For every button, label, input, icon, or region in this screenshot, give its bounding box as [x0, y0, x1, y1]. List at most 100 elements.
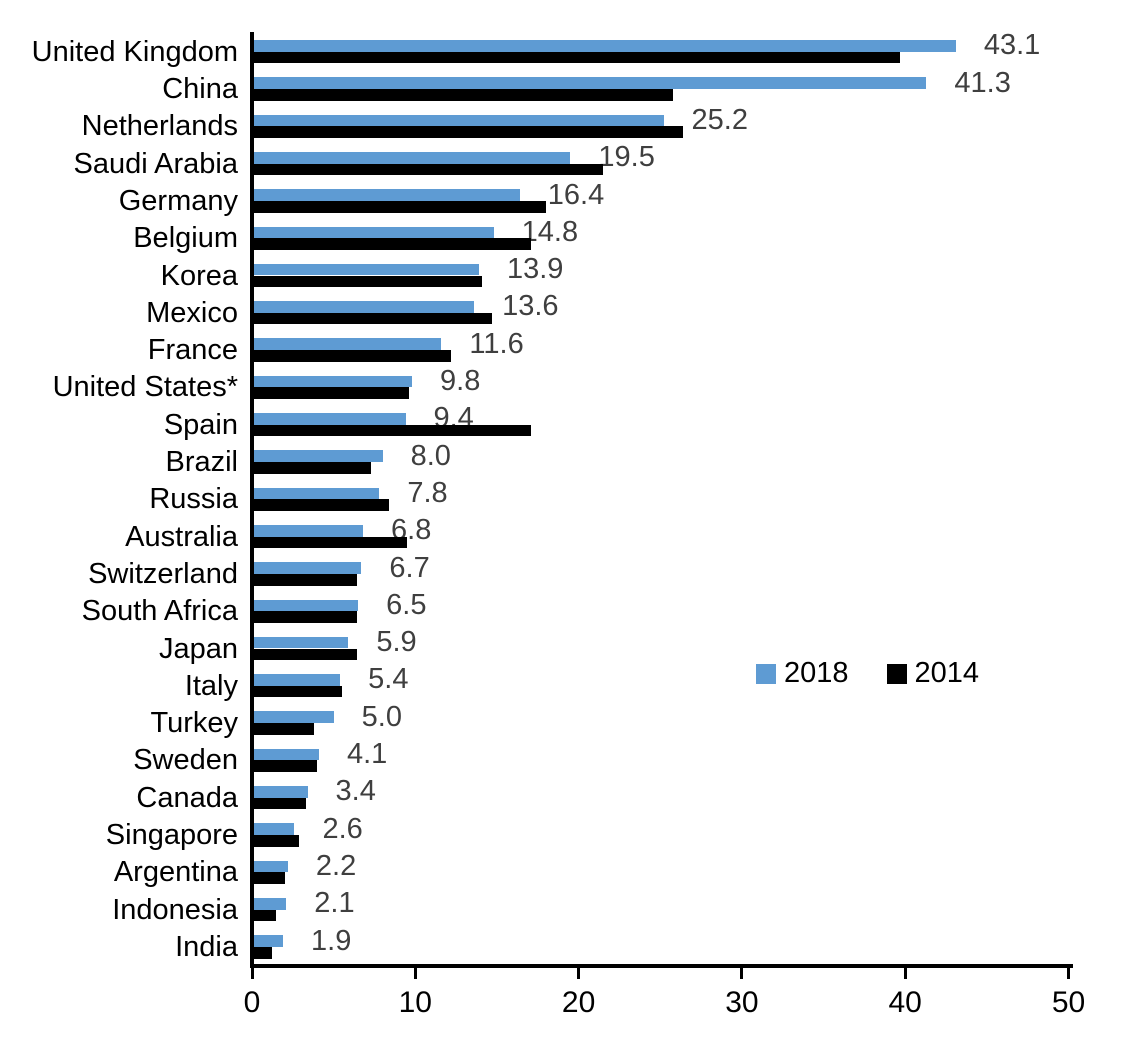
x-axis-tick-20 [577, 968, 581, 979]
value-label-india: 1.9 [311, 924, 352, 957]
x-axis-tick-0 [250, 968, 254, 979]
bar-2018-sweden [252, 748, 319, 761]
bar-2014-indonesia [252, 909, 277, 922]
bar-2014-south-africa [252, 611, 357, 623]
bar-2014-united-kingdom [252, 51, 901, 64]
value-label-sweden: 4.1 [346, 738, 388, 771]
bar-2014-italy [252, 685, 342, 698]
bar-2014-sweden [252, 760, 318, 773]
x-axis-tick-label-20: 20 [561, 986, 596, 1019]
x-axis-line [250, 964, 1073, 968]
bar-2018-saudi-arabia [252, 151, 571, 164]
value-label-united-states: 9.8 [440, 365, 481, 398]
category-label-korea: Korea [160, 259, 238, 292]
bar-2018-spain [252, 413, 406, 425]
bar-2018-indonesia [252, 897, 287, 910]
category-label-australia: Australia [125, 520, 238, 553]
legend-swatch-2014 [886, 663, 907, 684]
bar-2018-belgium [252, 226, 494, 239]
bar-2014-russia [252, 499, 390, 511]
bar-2014-turkey [252, 723, 315, 735]
category-label-mexico: Mexico [146, 296, 238, 329]
bar-2018-united-kingdom [252, 40, 956, 52]
value-label-argentina: 2.2 [315, 849, 357, 882]
bar-2014-brazil [252, 462, 372, 474]
bar-2014-singapore [252, 835, 300, 847]
y-axis-line [250, 32, 254, 968]
bar-2014-france [252, 350, 452, 362]
category-label-russia: Russia [149, 483, 238, 516]
value-label-switzerland: 6.7 [389, 551, 430, 584]
category-label-spain: Spain [163, 408, 238, 441]
legend: 2018 2014 [756, 659, 979, 688]
category-label-saudi-arabia: Saudi Arabia [73, 147, 238, 180]
value-label-brazil: 8.0 [410, 439, 451, 472]
x-axis-tick-10 [413, 968, 417, 979]
category-label-japan: Japan [158, 632, 238, 665]
category-label-united-states: United States* [52, 371, 238, 404]
value-label-united-kingdom: 43.1 [983, 29, 1041, 62]
x-axis-tick-label-50: 50 [1051, 986, 1086, 1019]
category-label-france: France [147, 334, 238, 367]
value-label-korea: 13.9 [506, 253, 564, 286]
category-label-india: India [175, 930, 238, 963]
category-label-south-africa: South Africa [81, 595, 238, 628]
bar-2018-korea [252, 263, 479, 276]
value-label-singapore: 2.6 [322, 812, 363, 845]
x-axis-tick-label-0: 0 [243, 986, 261, 1019]
category-label-switzerland: Switzerland [88, 557, 238, 590]
bar-2018-united-states [252, 375, 413, 388]
bar-2014-belgium [252, 238, 532, 250]
value-label-france: 11.6 [469, 327, 524, 360]
x-axis-tick-50 [1067, 968, 1070, 979]
bar-2014-germany [252, 200, 546, 213]
category-label-argentina: Argentina [113, 856, 238, 889]
value-label-china: 41.3 [954, 66, 1011, 99]
bar-2018-turkey [252, 711, 334, 724]
bar-2018-singapore [252, 823, 295, 835]
bar-2018-brazil [252, 450, 383, 462]
bar-2018-japan [252, 636, 349, 649]
value-label-mexico: 13.6 [502, 290, 559, 323]
bar-2018-france [252, 338, 442, 351]
value-label-italy: 5.4 [368, 663, 409, 696]
category-label-canada: Canada [136, 781, 238, 814]
bar-2018-russia [252, 487, 380, 500]
category-label-germany: Germany [118, 184, 238, 217]
category-label-turkey: Turkey [150, 707, 238, 740]
category-label-brazil: Brazil [165, 446, 238, 478]
bar-2018-argentina [252, 860, 288, 873]
bar-2014-netherlands [252, 126, 684, 138]
bar-2014-korea [252, 275, 483, 288]
value-label-turkey: 5.0 [361, 700, 402, 733]
bar-2014-india [252, 946, 272, 959]
category-label-italy: Italy [184, 669, 238, 702]
category-label-united-kingdom: United Kingdom [31, 35, 238, 68]
value-label-japan: 5.9 [376, 626, 417, 659]
value-label-canada: 3.4 [335, 775, 376, 808]
bar-2014-mexico [252, 312, 493, 325]
bar-2014-switzerland [252, 573, 357, 586]
x-axis-tick-40 [903, 968, 907, 979]
bar-2018-switzerland [252, 562, 362, 574]
bar-2018-india [252, 935, 284, 947]
value-label-south-africa: 6.5 [386, 588, 427, 621]
category-label-belgium: Belgium [133, 222, 238, 255]
category-label-sweden: Sweden [133, 744, 238, 777]
category-label-indonesia: Indonesia [112, 893, 238, 926]
bar-2018-germany [252, 189, 520, 201]
bar-2018-mexico [252, 301, 475, 313]
x-axis-tick-30 [740, 968, 744, 979]
bar-2014-argentina [252, 872, 285, 884]
value-label-saudi-arabia: 19.5 [598, 141, 655, 174]
bar-2018-italy [252, 674, 341, 686]
value-label-russia: 7.8 [407, 476, 448, 509]
category-label-singapore: Singapore [105, 819, 238, 851]
x-axis-tick-label-30: 30 [725, 986, 759, 1019]
category-label-china: China [162, 73, 238, 105]
bar-2014-australia [252, 536, 408, 549]
legend-label-2018: 2018 [784, 657, 849, 689]
bar-2018-south-africa [252, 599, 359, 612]
bar-2014-canada [252, 797, 306, 810]
